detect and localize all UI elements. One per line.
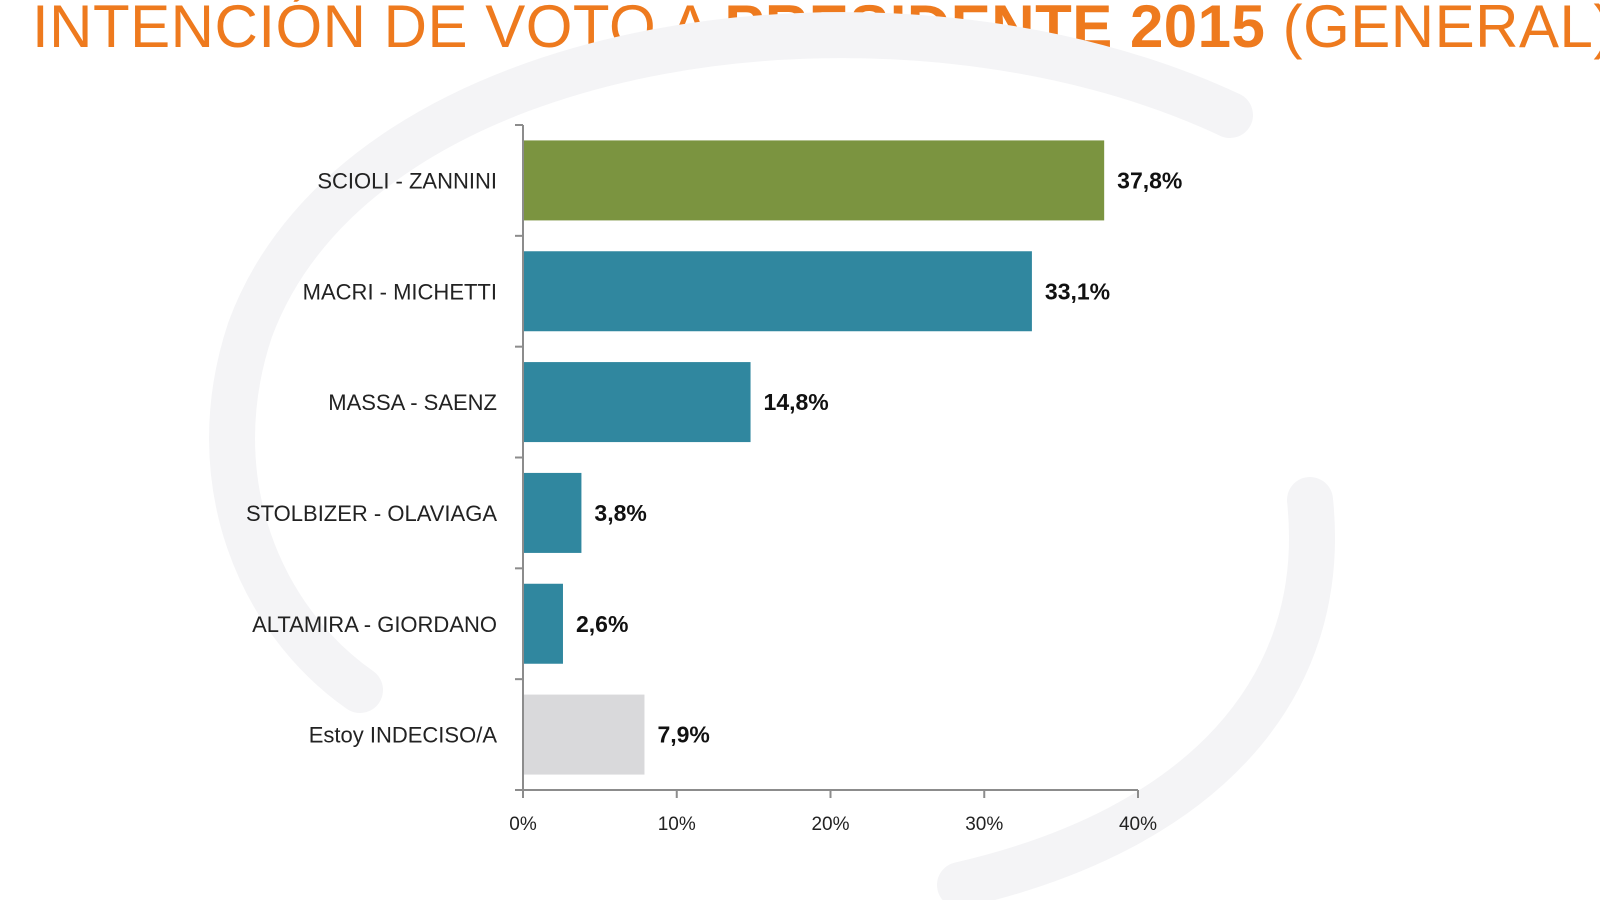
category-label-1: SCIOLI - ZANNINI [317, 168, 497, 193]
bar-4 [523, 472, 582, 553]
bar-5 [523, 583, 563, 664]
x-tick-label-1: 10% [658, 814, 696, 835]
bar-6 [523, 694, 645, 775]
bar-3 [523, 362, 751, 443]
x-tick-label-2: 20% [811, 814, 849, 835]
category-label-6: Estoy INDECISO/A [309, 723, 498, 748]
category-label-2: MACRI - MICHETTI [303, 279, 497, 304]
value-label-5: 2,6% [576, 611, 628, 637]
x-tick-label-3: 30% [965, 814, 1003, 835]
category-label-4: STOLBIZER - OLAVIAGA [246, 501, 497, 526]
bar-1 [523, 140, 1105, 221]
value-label-3: 14,8% [764, 389, 829, 415]
bar-2 [523, 251, 1032, 332]
value-label-2: 33,1% [1045, 278, 1110, 304]
category-label-3: MASSA - SAENZ [328, 390, 497, 415]
value-label-6: 7,9% [657, 722, 709, 748]
title-part-3: (GENERAL) [1265, 0, 1600, 60]
logo-watermark [209, 12, 1335, 900]
x-tick-label-0: 0% [509, 814, 537, 835]
value-label-4: 3,8% [594, 500, 646, 526]
category-label-5: ALTAMIRA - GIORDANO [252, 612, 497, 637]
x-tick-label-4: 40% [1119, 814, 1157, 835]
value-label-1: 37,8% [1117, 167, 1182, 193]
